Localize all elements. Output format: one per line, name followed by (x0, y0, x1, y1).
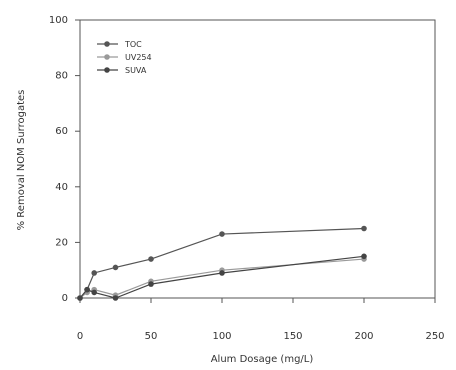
legend-label-3: SUVA (125, 66, 147, 75)
x-tick-label: 250 (425, 331, 444, 342)
y-tick-label: 80 (55, 71, 68, 82)
x-tick-label: 200 (354, 331, 373, 342)
plot-area (77, 225, 367, 301)
data-point (91, 270, 97, 276)
axes: 0 50 100 150 200 250 0 20 40 60 80 100 (49, 15, 445, 342)
y-tick-label: 100 (49, 15, 68, 26)
data-point (361, 225, 367, 232)
data-point (112, 264, 119, 271)
y-tick-label: 40 (55, 182, 68, 193)
data-point (91, 289, 97, 296)
x-axis-label: Alum Dosage (mg/L) (211, 354, 314, 365)
data-point (148, 281, 154, 287)
x-tick-label: 0 (77, 331, 83, 342)
legend-marker-3 (104, 67, 110, 73)
x-tick-label: 50 (145, 331, 158, 342)
plot-frame (79, 19, 436, 299)
y-axis-label: % Removal NOM Surrogates (16, 90, 27, 231)
x-tick-label: 100 (212, 331, 231, 342)
data-point (77, 295, 83, 301)
legend-label-2: UV254 (125, 53, 152, 62)
data-point (112, 295, 119, 301)
data-point (219, 231, 225, 237)
y-tick-label: 60 (55, 126, 68, 137)
y-tick-label: 20 (55, 237, 68, 248)
y-tick-label: 0 (62, 293, 68, 304)
legend-label-1: TOC (124, 40, 142, 49)
series-line-1 (79, 227, 365, 299)
data-point (361, 253, 367, 260)
data-point (219, 270, 225, 276)
legend-marker-1 (104, 41, 110, 47)
x-tick-label: 150 (283, 331, 302, 342)
series-line-2 (79, 258, 365, 299)
data-point (148, 256, 154, 262)
legend: TOC UV254 SUVA (97, 40, 152, 75)
legend-marker-2 (104, 54, 110, 60)
data-point (84, 286, 90, 293)
